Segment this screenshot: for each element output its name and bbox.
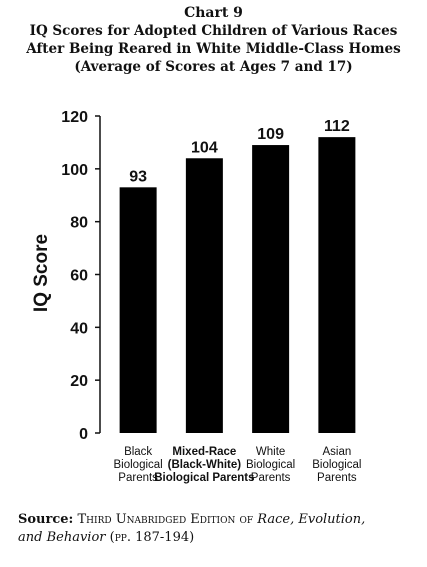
y-tick-label: 80 <box>70 215 88 232</box>
bar <box>318 137 356 433</box>
y-tick-label: 60 <box>70 268 88 285</box>
bar <box>185 158 223 433</box>
x-category-label: White Biological Parents <box>246 446 295 484</box>
bar <box>119 187 157 433</box>
x-category-label-line: Black <box>124 446 152 458</box>
y-axis: 0 20 40 60 80 100 120 <box>61 109 101 443</box>
chart-header: Chart 9 IQ Scores for Adopted Children o… <box>0 4 427 76</box>
x-category-label-line: Biological Parents <box>154 472 254 484</box>
bar-value-label: 112 <box>324 118 350 135</box>
bar-value-label: 104 <box>191 139 218 156</box>
y-tick-label: 120 <box>61 109 88 126</box>
x-category-label-line: Parents <box>251 472 291 484</box>
x-category-label-line: Biological <box>114 459 163 471</box>
chart-number: Chart 9 <box>184 5 243 21</box>
x-category-label-line: Mixed-Race <box>172 446 236 458</box>
bar-value-label: 109 <box>257 126 284 143</box>
x-category-label: Mixed-Race (Black-White) Biological Parent… <box>154 446 254 484</box>
source-pages: (pp. 187-194) <box>109 530 195 545</box>
x-category-label-line: Biological <box>312 459 361 471</box>
source-book-title-line2: and Behavior <box>18 530 106 545</box>
bars: 93 104 109 112 <box>119 118 356 433</box>
bar <box>252 145 290 433</box>
x-category-label-line: Parents <box>118 472 158 484</box>
y-tick-label: 100 <box>61 162 88 179</box>
chart-subtitle: (Average of Scores at Ages 7 and 17) <box>74 59 353 75</box>
chart-title-line-1: IQ Scores for Adopted Children of Variou… <box>29 23 398 39</box>
x-category-label: Asian Biological Parents <box>312 446 361 484</box>
y-tick-label: 40 <box>70 320 88 337</box>
x-category-label-line: Asian <box>322 446 351 458</box>
y-axis-label: IQ Score <box>31 234 52 312</box>
source-label: Source: <box>18 512 74 527</box>
x-category-label: Black Biological Parents <box>114 446 163 484</box>
x-category-label-line: Biological <box>246 459 295 471</box>
x-category-label-line: Parents <box>317 472 357 484</box>
bar-value-label: 93 <box>129 168 147 185</box>
source-edition: Third Unabridged Edition of <box>77 512 254 527</box>
x-category-label-line: (Black-White) <box>168 459 242 471</box>
source-note: Source: Third Unabridged Edition of Race… <box>18 511 418 547</box>
x-category-label-line: White <box>256 446 285 458</box>
source-book-title: Race, Evolution, <box>257 512 366 527</box>
chart-title-line-2: After Being Reared in White Middle-Class… <box>26 41 401 57</box>
y-tick-label: 0 <box>79 426 88 443</box>
y-tick-label: 20 <box>70 373 88 390</box>
